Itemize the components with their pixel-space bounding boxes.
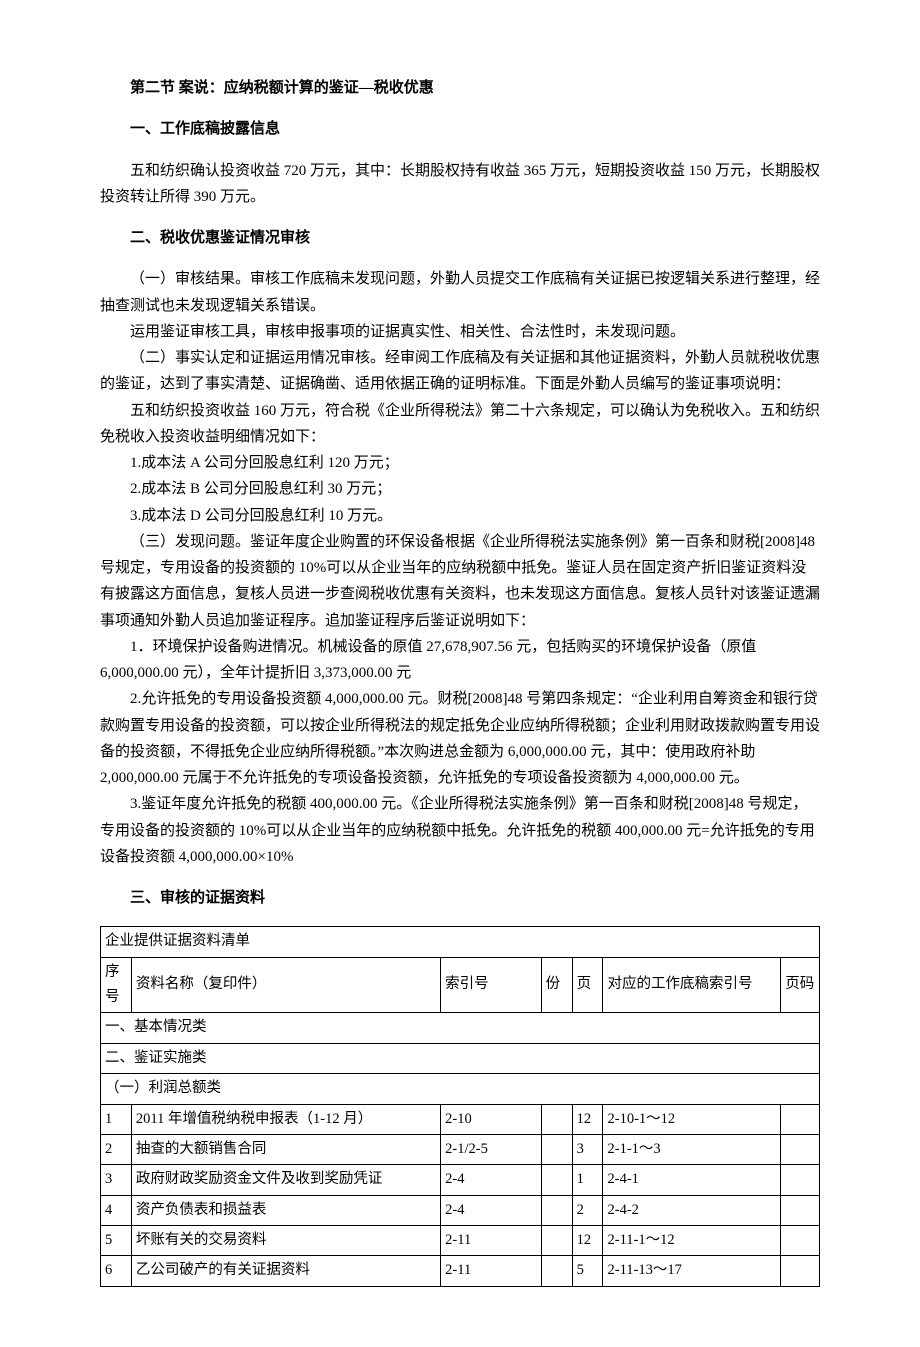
table-row: 1 2011 年增值税纳税申报表（1-12 月） 2-10 12 2-10-1～…: [101, 1104, 820, 1134]
cell-idx: 2-4: [441, 1165, 542, 1195]
table-title: 企业提供证据资料清单: [101, 927, 820, 957]
cell-name: 坏账有关的交易资料: [131, 1226, 440, 1256]
list-item: 1.成本法 A 公司分回股息红利 120 万元；: [100, 450, 820, 476]
table-row: 2 抽查的大额销售合同 2-1/2-5 3 2-1-1～3: [101, 1134, 820, 1164]
cell-idx: 2-11: [441, 1256, 542, 1286]
paragraph: （二）事实认定和证据运用情况审核。经审阅工作底稿及有关证据和其他证据资料，外勤人…: [100, 345, 820, 398]
category-2: 二、鉴证实施类: [101, 1043, 820, 1073]
cell-seq: 4: [101, 1195, 132, 1225]
cell-fen: [541, 1165, 572, 1195]
cell-idx: 2-10: [441, 1104, 542, 1134]
heading-2: 二、税收优惠鉴证情况审核: [100, 225, 820, 251]
paragraph: 3.鉴证年度允许抵免的税额 400,000.00 元。《企业所得税法实施条例》第…: [100, 791, 820, 870]
evidence-table: 企业提供证据资料清单 序号 资料名称（复印件） 索引号 份 页 对应的工作底稿索…: [100, 926, 820, 1287]
cell-ref: 2-4-1: [603, 1165, 781, 1195]
col-ref: 对应的工作底稿索引号: [603, 957, 781, 1013]
category-2a: （一）利润总额类: [101, 1074, 820, 1104]
cell-fen: [541, 1256, 572, 1286]
cell-pc: [781, 1195, 820, 1225]
cell-idx: 2-4: [441, 1195, 542, 1225]
paragraph: 运用鉴证审核工具，审核申报事项的证据真实性、相关性、合法性时，未发现问题。: [100, 319, 820, 345]
cell-pc: [781, 1165, 820, 1195]
cell-seq: 6: [101, 1256, 132, 1286]
col-index: 索引号: [441, 957, 542, 1013]
cell-ref: 2-11-13～17: [603, 1256, 781, 1286]
paragraph: 五和纺织投资收益 160 万元，符合税《企业所得税法》第二十六条规定，可以确认为…: [100, 398, 820, 451]
cell-ref: 2-10-1～12: [603, 1104, 781, 1134]
category-1: 一、基本情况类: [101, 1013, 820, 1043]
cell-name: 资产负债表和损益表: [131, 1195, 440, 1225]
cell-name: 政府财政奖励资金文件及收到奖励凭证: [131, 1165, 440, 1195]
heading-1: 一、工作底稿披露信息: [100, 116, 820, 142]
col-page: 页: [572, 957, 603, 1013]
cell-name: 乙公司破产的有关证据资料: [131, 1256, 440, 1286]
paragraph: （三）发现问题。鉴证年度企业购置的环保设备根据《企业所得税法实施条例》第一百条和…: [100, 529, 820, 634]
cell-idx: 2-11: [441, 1226, 542, 1256]
col-seq: 序号: [101, 957, 132, 1013]
cell-pc: [781, 1226, 820, 1256]
table-row: 5 坏账有关的交易资料 2-11 12 2-11-1～12: [101, 1226, 820, 1256]
paragraph: 五和纺织确认投资收益 720 万元，其中：长期股权持有收益 365 万元，短期投…: [100, 158, 820, 211]
table-category-row: 二、鉴证实施类: [101, 1043, 820, 1073]
list-item: 3.成本法 D 公司分回股息红利 10 万元。: [100, 503, 820, 529]
cell-ref: 2-11-1～12: [603, 1226, 781, 1256]
col-name: 资料名称（复印件）: [131, 957, 440, 1013]
table-category-row: （一）利润总额类: [101, 1074, 820, 1104]
cell-seq: 1: [101, 1104, 132, 1134]
cell-pc: [781, 1134, 820, 1164]
table-category-row: 一、基本情况类: [101, 1013, 820, 1043]
paragraph: 2.允许抵免的专用设备投资额 4,000,000.00 元。财税[2008]48…: [100, 686, 820, 791]
table-row: 6 乙公司破产的有关证据资料 2-11 5 2-11-13～17: [101, 1256, 820, 1286]
cell-fen: [541, 1134, 572, 1164]
section-title: 第二节 案说：应纳税额计算的鉴证—税收优惠: [100, 75, 820, 101]
cell-seq: 2: [101, 1134, 132, 1164]
cell-fen: [541, 1104, 572, 1134]
cell-ref: 2-4-2: [603, 1195, 781, 1225]
table-row: 4 资产负债表和损益表 2-4 2 2-4-2: [101, 1195, 820, 1225]
cell-seq: 3: [101, 1165, 132, 1195]
cell-page: 1: [572, 1165, 603, 1195]
cell-fen: [541, 1195, 572, 1225]
heading-3: 三、审核的证据资料: [100, 885, 820, 911]
cell-seq: 5: [101, 1226, 132, 1256]
cell-name: 抽查的大额销售合同: [131, 1134, 440, 1164]
cell-page: 5: [572, 1256, 603, 1286]
list-item: 2.成本法 B 公司分回股息红利 30 万元；: [100, 476, 820, 502]
cell-page: 3: [572, 1134, 603, 1164]
cell-page: 12: [572, 1104, 603, 1134]
cell-page: 2: [572, 1195, 603, 1225]
table-row: 3 政府财政奖励资金文件及收到奖励凭证 2-4 1 2-4-1: [101, 1165, 820, 1195]
paragraph: 1．环境保护设备购进情况。机械设备的原值 27,678,907.56 元，包括购…: [100, 634, 820, 687]
cell-pc: [781, 1256, 820, 1286]
cell-fen: [541, 1226, 572, 1256]
cell-pc: [781, 1104, 820, 1134]
cell-idx: 2-1/2-5: [441, 1134, 542, 1164]
col-fen: 份: [541, 957, 572, 1013]
paragraph: （一）审核结果。审核工作底稿未发现问题，外勤人员提交工作底稿有关证据已按逻辑关系…: [100, 266, 820, 319]
table-header-row: 序号 资料名称（复印件） 索引号 份 页 对应的工作底稿索引号 页码: [101, 957, 820, 1013]
table-title-row: 企业提供证据资料清单: [101, 927, 820, 957]
col-pagecode: 页码: [781, 957, 820, 1013]
cell-name: 2011 年增值税纳税申报表（1-12 月）: [131, 1104, 440, 1134]
cell-ref: 2-1-1～3: [603, 1134, 781, 1164]
cell-page: 12: [572, 1226, 603, 1256]
